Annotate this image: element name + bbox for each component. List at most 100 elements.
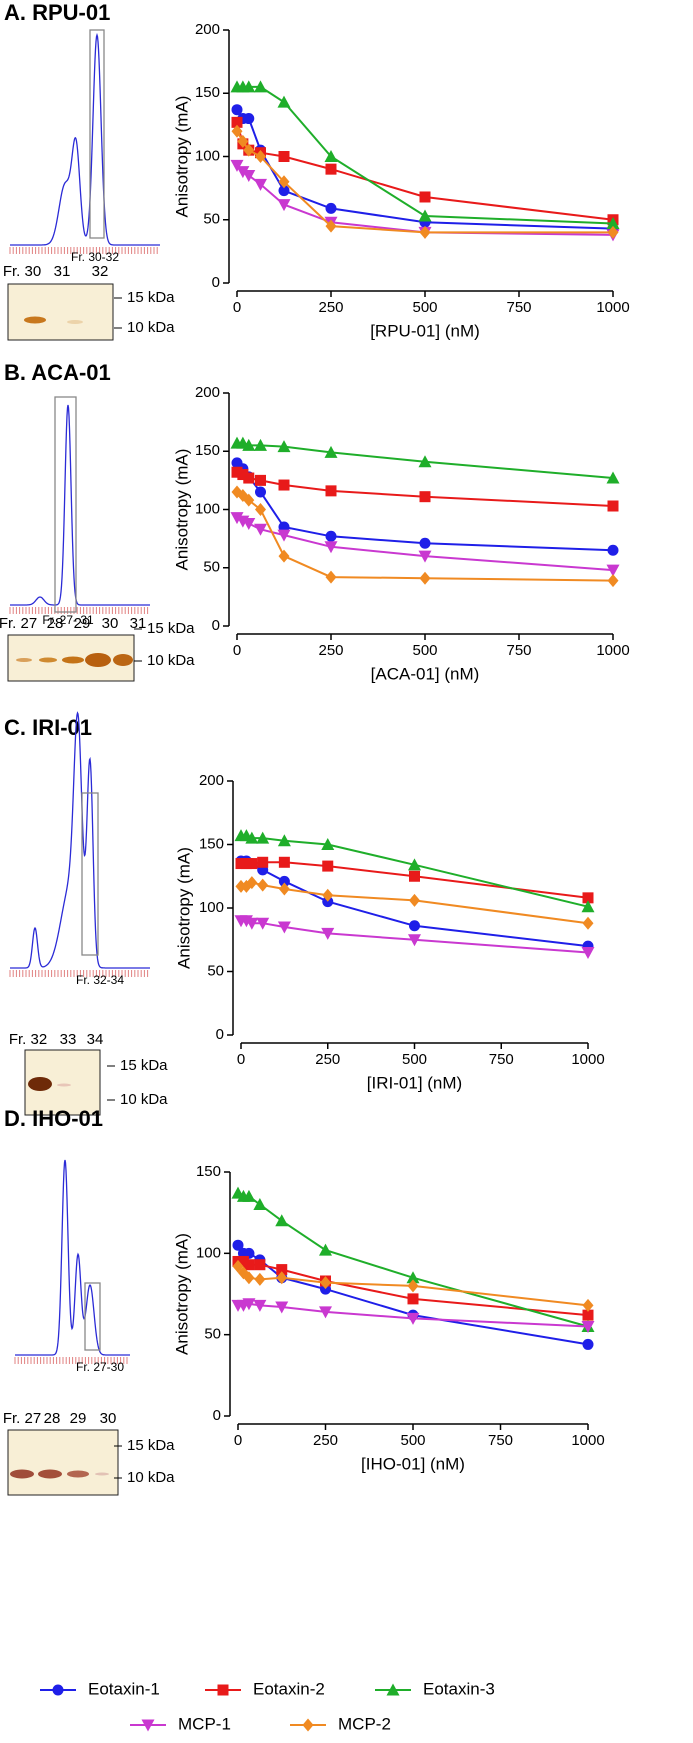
legend-marker bbox=[217, 1684, 229, 1696]
point bbox=[582, 1338, 594, 1350]
gel-band bbox=[62, 656, 84, 664]
x-tick-label: 0 bbox=[233, 642, 241, 659]
selection-box bbox=[84, 1282, 101, 1351]
point bbox=[232, 1239, 244, 1251]
point bbox=[254, 523, 267, 536]
x-tick-label: 0 bbox=[237, 1051, 245, 1068]
size-marker: 15 kDa bbox=[120, 1057, 168, 1074]
gel-band bbox=[10, 1469, 34, 1479]
selection-box bbox=[54, 396, 77, 613]
panel: A. RPU-01 Fr. 30-32 Fr. 30 31 32 15 kDa 10 kDa… bbox=[3, 0, 630, 341]
y-axis-label: Anisotropy (mA) bbox=[172, 449, 191, 571]
point bbox=[242, 438, 256, 451]
point bbox=[278, 882, 290, 896]
x-tick-label: 500 bbox=[400, 1432, 425, 1449]
lane-label: 34 bbox=[87, 1031, 104, 1048]
x-tick-label: 0 bbox=[233, 299, 241, 316]
panel: C. IRI-01 Fr. 32-34 Fr. 32 33 34 15 kDa 10 kDa… bbox=[4, 711, 605, 1116]
legend-label: Eotaxin-3 bbox=[423, 1679, 495, 1698]
x-tick-label: 0 bbox=[234, 1432, 242, 1449]
point bbox=[408, 934, 421, 947]
legend-marker bbox=[141, 1719, 155, 1732]
fraction-range: Fr. 27- 31 bbox=[42, 613, 94, 627]
y-axis-label: Anisotropy (mA) bbox=[172, 1233, 191, 1355]
gel-band bbox=[24, 316, 46, 324]
selection-box bbox=[89, 29, 105, 239]
point bbox=[246, 858, 258, 870]
gel bbox=[7, 1429, 119, 1496]
point bbox=[277, 834, 291, 847]
size-marker: 10 kDa bbox=[127, 1469, 175, 1486]
y-tick-label: 150 bbox=[199, 835, 224, 852]
point bbox=[277, 921, 291, 934]
point bbox=[607, 500, 619, 512]
point bbox=[325, 570, 337, 584]
y-tick-label: 150 bbox=[195, 442, 220, 459]
legend-label: MCP-1 bbox=[178, 1714, 231, 1733]
size-marker: 10 kDa bbox=[120, 1091, 168, 1108]
point bbox=[321, 927, 335, 940]
x-tick-label: 250 bbox=[318, 642, 343, 659]
gel-band bbox=[38, 1469, 62, 1479]
point bbox=[237, 469, 249, 481]
x-axis-label: [IHO-01] (nM) bbox=[361, 1454, 465, 1473]
x-axis-label: [RPU-01] (nM) bbox=[370, 321, 480, 340]
point bbox=[257, 856, 269, 868]
lane-label: Fr. 32 bbox=[9, 1031, 47, 1048]
gel bbox=[7, 283, 114, 341]
lane-label: 29 bbox=[70, 1410, 87, 1427]
point bbox=[406, 1271, 420, 1284]
x-tick-label: 1000 bbox=[571, 1051, 604, 1068]
legend-label: Eotaxin-1 bbox=[88, 1679, 160, 1698]
point bbox=[607, 544, 619, 556]
gel-band bbox=[28, 1077, 52, 1091]
point bbox=[418, 209, 432, 222]
point bbox=[236, 166, 250, 179]
series-line bbox=[237, 1192, 589, 1328]
x-tick-label: 250 bbox=[313, 1432, 338, 1449]
x-axis-label: [IRI-01] (nM) bbox=[367, 1073, 462, 1092]
point bbox=[418, 550, 432, 563]
point bbox=[321, 838, 335, 850]
y-tick-label: 100 bbox=[195, 147, 220, 164]
panel-title: D. IHO-01 bbox=[4, 1106, 103, 1131]
gel-band bbox=[16, 658, 32, 662]
point bbox=[278, 151, 290, 162]
gel-band bbox=[57, 1083, 71, 1087]
point bbox=[320, 1276, 331, 1290]
point bbox=[253, 1299, 267, 1312]
y-tick-label: 50 bbox=[203, 559, 220, 576]
x-tick-label: 1000 bbox=[596, 642, 629, 659]
x-tick-label: 500 bbox=[402, 1051, 427, 1068]
point bbox=[255, 150, 266, 163]
point bbox=[606, 564, 620, 577]
fraction-range: Fr. 32-34 bbox=[76, 973, 124, 987]
point bbox=[242, 1189, 256, 1202]
series-line bbox=[236, 491, 614, 582]
point bbox=[230, 159, 244, 172]
y-tick-label: 0 bbox=[216, 1026, 224, 1043]
size-marker: 10 kDa bbox=[127, 319, 175, 336]
point bbox=[322, 860, 334, 872]
point bbox=[277, 440, 291, 453]
point bbox=[418, 455, 432, 468]
point bbox=[407, 1279, 419, 1293]
point bbox=[257, 878, 269, 892]
size-marker: 10 kDa bbox=[147, 652, 195, 669]
gel-band bbox=[67, 1470, 89, 1478]
point bbox=[406, 1312, 420, 1325]
point bbox=[254, 1259, 266, 1271]
point bbox=[242, 80, 256, 93]
point bbox=[325, 485, 337, 497]
point bbox=[245, 917, 259, 930]
x-axis-label: [ACA-01] (nM) bbox=[371, 664, 480, 683]
point bbox=[278, 185, 290, 197]
y-tick-label: 200 bbox=[195, 384, 220, 401]
x-tick-label: 750 bbox=[506, 299, 531, 316]
point bbox=[322, 888, 334, 902]
y-tick-label: 100 bbox=[196, 1244, 221, 1261]
point bbox=[408, 858, 421, 871]
point bbox=[255, 474, 266, 486]
point bbox=[254, 1272, 266, 1286]
legend: Eotaxin-1 Eotaxin-2 Eotaxin-3 MCP-1 MCP-2 bbox=[40, 1679, 495, 1733]
